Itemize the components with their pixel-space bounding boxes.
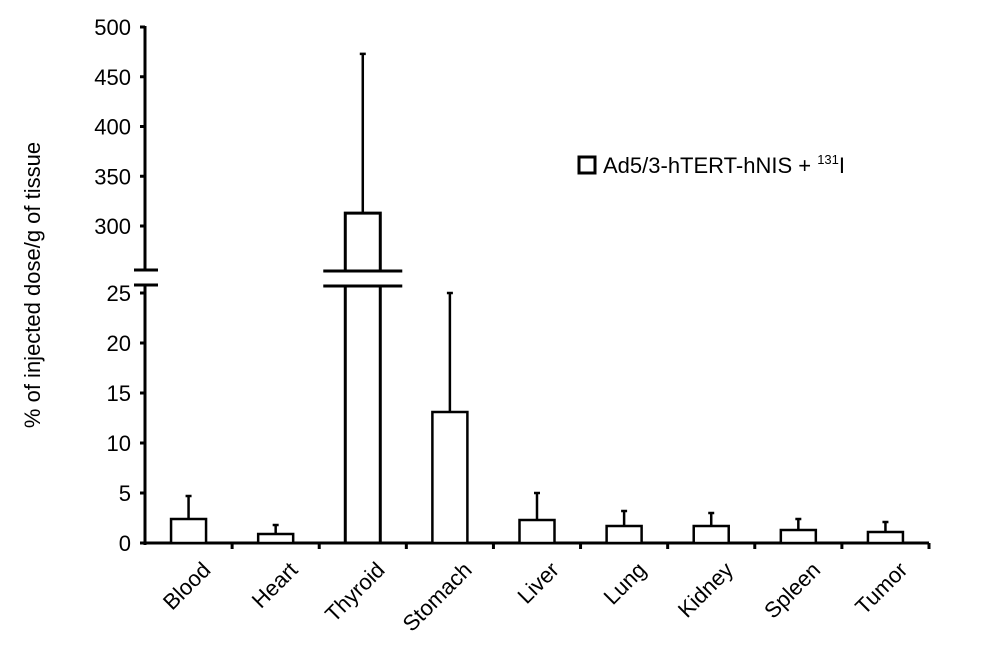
category-label: Tumor bbox=[850, 557, 912, 619]
y-tick-label: 10 bbox=[107, 431, 131, 456]
bar-rect bbox=[169, 517, 208, 545]
bar-blood bbox=[169, 494, 208, 545]
break-gap bbox=[343, 272, 382, 285]
bar-rect bbox=[779, 528, 818, 545]
bar-lung bbox=[605, 509, 643, 545]
category-labels: Blood Heart Thyroid Stomach Liver Lung Kidney S… bbox=[158, 557, 912, 636]
bar-tumor bbox=[866, 520, 905, 545]
bar-spleen bbox=[779, 517, 818, 545]
category-label: Heart bbox=[247, 557, 303, 613]
bar-rect bbox=[431, 410, 469, 545]
bar-upper bbox=[343, 211, 382, 271]
legend: Ad5/3-hTERT-hNIS + 131I bbox=[577, 152, 845, 178]
legend-label: Ad5/3-hTERT-hNIS + 131I bbox=[603, 152, 845, 178]
legend-swatch bbox=[577, 155, 597, 175]
category-label: Stomach bbox=[398, 557, 477, 636]
y-tick-label: 350 bbox=[94, 164, 131, 189]
bar-rect bbox=[866, 530, 905, 545]
y-tick-label: 20 bbox=[107, 331, 131, 356]
bar-lower bbox=[343, 286, 382, 543]
bars bbox=[169, 52, 905, 545]
bar-rect bbox=[692, 524, 730, 545]
bar-stomach bbox=[431, 291, 469, 545]
y-tick-label: 300 bbox=[94, 214, 131, 239]
bar-liver bbox=[518, 491, 556, 545]
category-label: Blood bbox=[158, 557, 215, 614]
y-tick-label: 450 bbox=[94, 65, 131, 90]
y-tick-labels: 300 350 400 450 500 0 5 10 15 20 25 bbox=[94, 15, 131, 556]
bar-heart bbox=[256, 523, 295, 545]
y-tick-label: 400 bbox=[94, 115, 131, 140]
bar-kidney bbox=[692, 511, 730, 545]
y-tick-label: 500 bbox=[94, 15, 131, 40]
category-label: Spleen bbox=[759, 557, 825, 623]
category-label: Kidney bbox=[673, 557, 738, 622]
category-label: Liver bbox=[512, 557, 563, 608]
bar-rect bbox=[605, 524, 643, 545]
y-tick-label: 5 bbox=[119, 481, 131, 506]
y-tick-label: 25 bbox=[107, 281, 131, 306]
axes bbox=[134, 25, 931, 549]
y-axis-title: % of injected dose/g of tissue bbox=[20, 142, 45, 428]
category-label: Thyroid bbox=[320, 557, 390, 627]
bar-thyroid bbox=[323, 52, 403, 543]
bar-rect bbox=[256, 532, 295, 545]
y-tick-label: 15 bbox=[107, 381, 131, 406]
bar-rect bbox=[518, 518, 556, 545]
y-tick-label: 0 bbox=[119, 531, 131, 556]
category-label: Lung bbox=[599, 557, 651, 609]
